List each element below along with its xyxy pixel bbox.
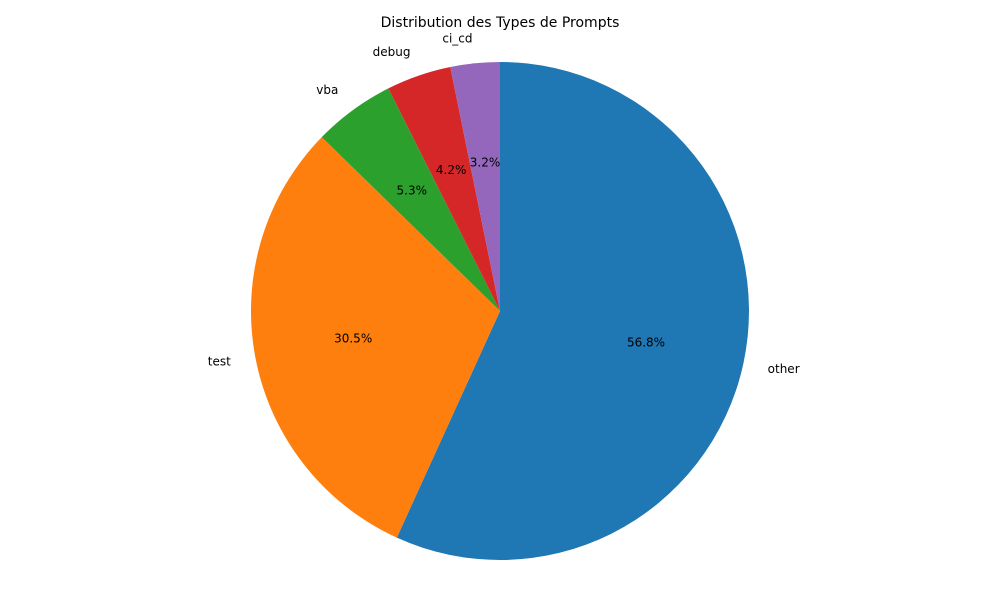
pie-slice-debug xyxy=(388,67,500,312)
pct-label-other: 56.8% xyxy=(627,336,665,350)
pie-slice-ci-cd xyxy=(450,62,500,311)
slice-label-other: other xyxy=(768,362,800,376)
pie-slice-vba xyxy=(321,88,500,312)
slice-label-ci-cd: ci_cd xyxy=(442,31,472,45)
pct-label-test: 30.5% xyxy=(334,332,372,346)
pie-slices xyxy=(250,62,749,561)
slice-label-vba: vba xyxy=(316,83,338,97)
pie-labels: other 56.8% test 30.5% vba 5.3% debug 4.2% ci_cd… xyxy=(208,31,800,376)
pie-slice-test xyxy=(250,137,500,538)
pct-label-debug: 4.2% xyxy=(436,163,467,177)
slice-label-debug: debug xyxy=(373,45,411,59)
pct-label-ci-cd: 3.2% xyxy=(470,155,501,169)
slice-label-test: test xyxy=(208,354,231,368)
chart-title: Distribution des Types de Prompts xyxy=(381,15,620,31)
pct-label-vba: 5.3% xyxy=(397,183,428,197)
pie-slice-other xyxy=(396,62,749,561)
